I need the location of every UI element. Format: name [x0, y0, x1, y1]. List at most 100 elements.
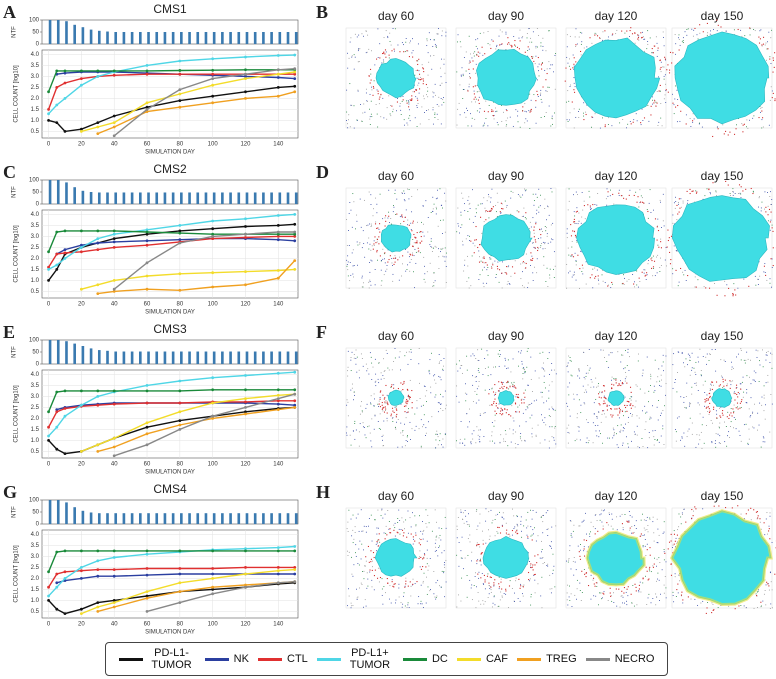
cell-dot — [367, 426, 369, 428]
series-marker — [293, 239, 297, 243]
cell-dot — [463, 89, 465, 90]
cell-dot — [426, 401, 427, 403]
cell-dot — [541, 419, 543, 421]
series-marker — [96, 549, 100, 553]
ntf-bar — [294, 192, 298, 204]
snapshot — [455, 347, 557, 449]
series-marker — [244, 410, 247, 414]
cell-dot — [698, 443, 700, 445]
ctl-dot — [716, 19, 718, 21]
ctl-dot — [375, 242, 377, 244]
cell-dot — [386, 394, 388, 396]
ctl-dot — [537, 94, 539, 96]
series-marker — [96, 121, 100, 124]
cell-dot — [678, 351, 680, 353]
cell-dot — [592, 287, 594, 289]
cell-dot — [660, 71, 662, 73]
cell-dot — [576, 394, 578, 396]
cell-dot — [613, 433, 615, 435]
cell-dot — [491, 388, 493, 390]
series-marker — [244, 283, 247, 287]
cell-dot — [377, 378, 379, 380]
cell-dot — [545, 512, 547, 514]
ntf-frame — [41, 19, 299, 45]
cell-dot — [648, 202, 650, 204]
series-marker — [145, 389, 149, 393]
y-tick-label: 3.5 — [31, 543, 40, 549]
ntf-bar — [163, 192, 167, 204]
cell-dot — [660, 201, 661, 203]
ctl-dot — [619, 410, 621, 412]
cell-dot — [613, 431, 615, 433]
cell-dot — [717, 433, 719, 435]
ctl-dot — [621, 410, 624, 412]
cell-dot — [364, 599, 366, 601]
cell-dot — [578, 399, 580, 401]
cell-dot — [360, 353, 362, 355]
cell-dot — [439, 67, 441, 69]
cell-dot — [387, 510, 389, 511]
ctl-dot — [679, 207, 681, 209]
tumor-blob — [671, 195, 770, 282]
cell-dot — [387, 37, 389, 39]
cell-dot — [360, 226, 362, 228]
series-marker — [112, 232, 116, 236]
cell-dot — [382, 445, 384, 447]
cell-dot — [368, 248, 370, 250]
cell-dot — [504, 430, 506, 432]
cell-dot — [545, 424, 547, 426]
cell-dot — [423, 98, 425, 100]
cell-dot — [549, 268, 551, 270]
series-marker — [55, 410, 59, 414]
cell-dot — [426, 110, 428, 111]
cell-dot — [492, 115, 494, 116]
cell-dot — [348, 509, 350, 511]
cell-dot — [484, 412, 486, 414]
cell-dot — [382, 603, 384, 605]
ctl-dot — [389, 255, 391, 257]
series-marker — [244, 412, 247, 416]
cell-dot — [535, 434, 537, 436]
ntf-bar — [229, 351, 232, 364]
cell-dot — [458, 360, 460, 362]
ctl-dot — [678, 211, 680, 213]
cell-dot — [767, 205, 769, 207]
cell-dot — [417, 251, 419, 253]
cell-dot — [544, 198, 546, 200]
cell-dot — [477, 525, 479, 527]
cell-dot — [750, 359, 751, 361]
cell-dot — [740, 383, 742, 385]
x-tick-label: 40 — [111, 142, 118, 148]
cell-dot — [513, 600, 515, 602]
series-marker — [211, 588, 215, 591]
cell-dot — [463, 270, 465, 272]
series-marker — [293, 84, 297, 88]
cell-dot — [525, 218, 527, 220]
cell-dot — [366, 100, 368, 102]
cell-dot — [687, 28, 689, 30]
cell-dot — [690, 403, 692, 405]
cell-dot — [596, 386, 598, 388]
cell-dot — [436, 46, 437, 48]
cell-dot — [536, 258, 538, 260]
ctl-dot — [680, 267, 682, 270]
cell-dot — [691, 369, 693, 371]
ctl-dot — [507, 380, 509, 382]
ntf-bar — [89, 348, 93, 364]
ctl-dot — [384, 49, 387, 51]
cell-dot — [546, 90, 548, 92]
ctl-dot — [506, 273, 508, 275]
cell-dot — [567, 90, 569, 92]
cell-dot — [443, 564, 445, 566]
ctl-dot — [573, 57, 575, 59]
cell-dot — [580, 54, 582, 56]
cell-dot — [404, 585, 406, 587]
series-marker — [178, 238, 182, 242]
cell-dot — [523, 207, 525, 209]
cell-dot — [505, 125, 507, 127]
y-axis-label: CELL COUNT [log10] — [14, 385, 20, 443]
cell-dot — [716, 418, 718, 419]
cell-dot — [426, 540, 428, 542]
cell-dot — [703, 442, 705, 444]
cell-dot — [624, 367, 626, 369]
